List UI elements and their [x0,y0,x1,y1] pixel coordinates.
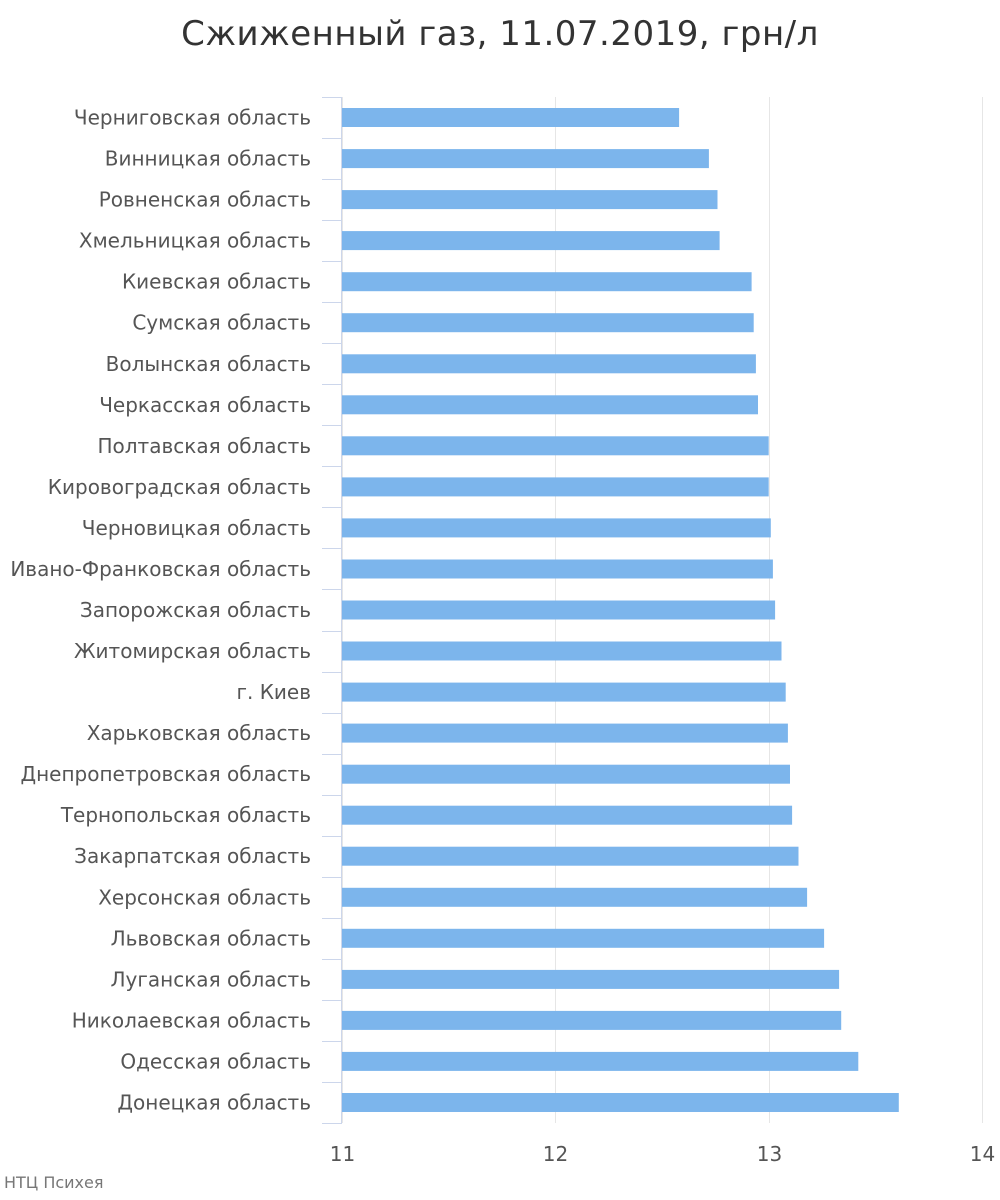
x-tick-label: 12 [543,1142,568,1166]
bar [342,887,808,907]
category-label: Черкасская область [99,393,311,417]
category-label: Черниговская область [74,106,311,130]
category-label: Житомирская область [74,639,311,663]
category-label: Сумская область [132,311,311,335]
category-label: Полтавская область [97,434,311,458]
bar [342,1051,859,1071]
category-label: Харьковская область [87,721,311,745]
category-label: Ивано-Франковская область [10,557,311,581]
bar [342,969,840,989]
category-label: Львовская область [111,926,311,950]
x-tick-label: 14 [970,1142,995,1166]
bar [342,723,788,743]
bar [342,805,793,825]
bar [342,600,776,620]
category-label: Луганская область [111,967,311,991]
bar [342,559,773,579]
bar [342,641,782,661]
category-label: Херсонская область [98,885,311,909]
category-labels: Черниговская область Винницкая область Ров… [10,106,311,1115]
bar [342,846,799,866]
bar [342,149,709,169]
category-label: г. Киев [236,680,311,704]
bar [342,354,756,374]
bar [342,231,720,251]
bar [342,477,769,497]
bar [342,682,786,702]
x-tick-labels: 11 12 13 14 [330,1142,995,1166]
category-label: Закарпатская область [74,844,311,868]
bar [342,928,825,948]
bar [342,518,771,538]
bar [342,190,718,210]
category-label: Хмельницкая область [79,229,311,253]
bar [342,1093,899,1112]
bar [342,764,790,784]
bar [342,436,769,456]
category-label: Тернопольская область [60,803,311,827]
category-label: Черновицкая область [82,516,311,540]
category-label: Запорожская область [80,598,311,622]
bar [342,1010,842,1030]
category-label: Ровненская область [99,188,311,212]
bar [342,313,754,333]
source-credit: НТЦ Психея [4,1173,104,1192]
category-label: Одесская область [120,1049,311,1073]
bar [342,108,680,127]
bars [342,108,899,1112]
category-label: Винницкая область [105,147,311,171]
bar [342,272,752,292]
category-label: Донецкая область [117,1091,311,1115]
x-tick-label: 11 [330,1142,355,1166]
chart-title: Сжиженный газ, 11.07.2019, грн/л [181,14,819,54]
category-label: Волынская область [106,352,311,376]
bar [342,395,758,415]
category-label: Киевская область [122,270,311,294]
category-label: Кировоградская область [48,475,311,499]
category-axis [322,97,342,1124]
category-label: Николаевская область [72,1008,311,1032]
x-tick-label: 13 [757,1142,782,1166]
category-label: Днепропетровская область [20,762,311,786]
